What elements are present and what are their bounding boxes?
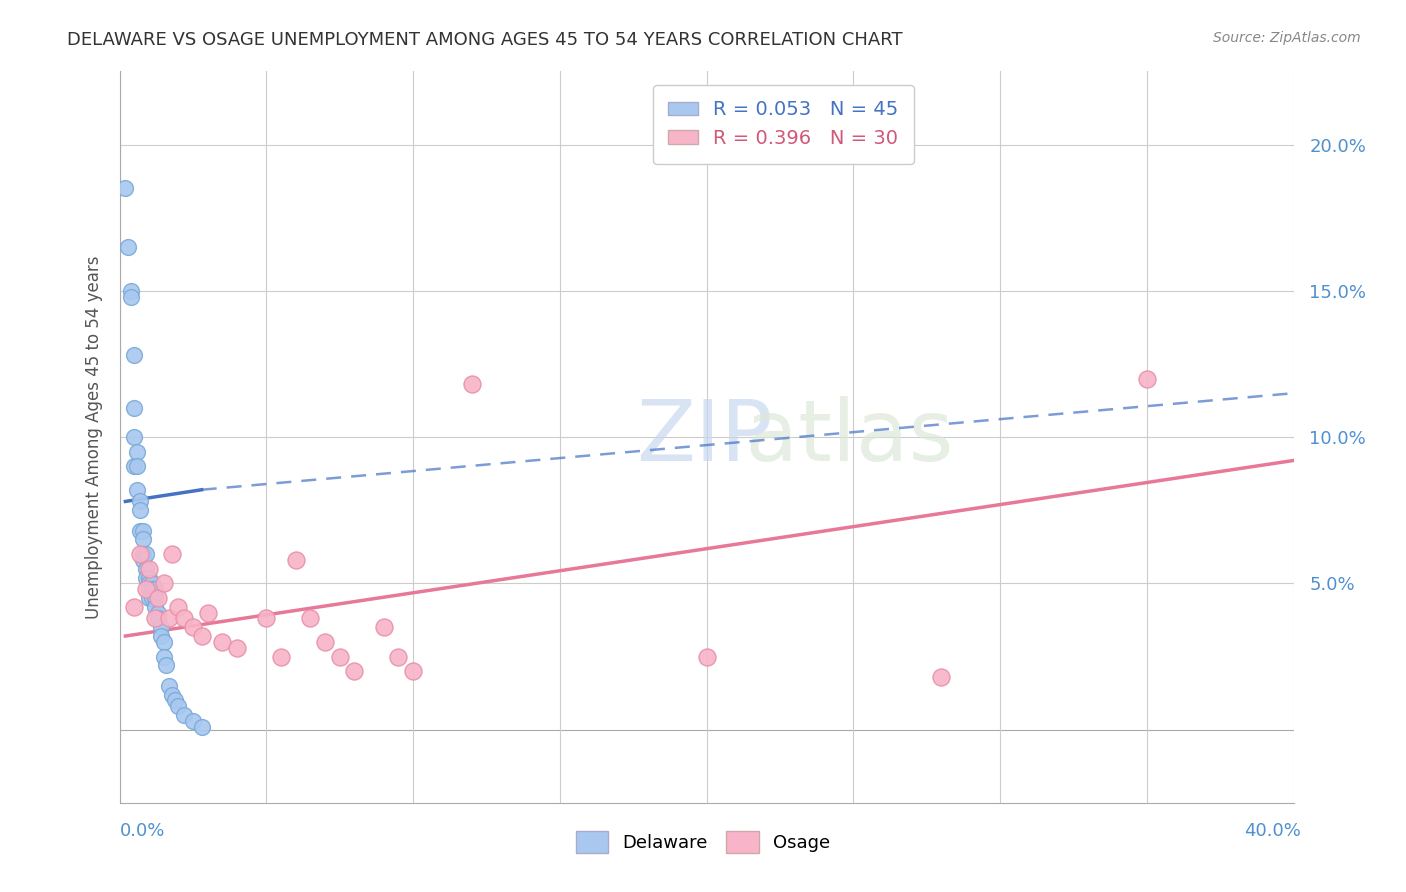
Point (129, 547, 152, 561)
Point (135, 547, 157, 561)
Point (122, 348, 145, 362)
Text: atlas: atlas (636, 395, 953, 479)
Point (190, 629, 212, 643)
Point (211, 635, 233, 649)
Point (152, 649, 174, 664)
Point (141, 576, 163, 591)
Point (138, 591, 160, 605)
Point (152, 635, 174, 649)
Point (149, 629, 172, 643)
Point (127, 444, 149, 458)
Point (343, 664, 366, 678)
Point (157, 611, 180, 625)
Point (270, 649, 292, 664)
Point (120, 284, 142, 298)
Point (162, 688, 184, 702)
Point (460, 377, 484, 392)
Point (181, 620, 204, 634)
Point (138, 576, 160, 591)
Point (254, 611, 277, 625)
Point (122, 430, 145, 444)
Point (314, 635, 336, 649)
Point (197, 606, 219, 620)
Point (129, 494, 152, 508)
Point (143, 599, 166, 614)
Point (138, 570, 160, 584)
Point (132, 553, 155, 567)
Text: 0.0%: 0.0% (120, 822, 165, 840)
Text: DELAWARE VS OSAGE UNEMPLOYMENT AMONG AGES 45 TO 54 YEARS CORRELATION CHART: DELAWARE VS OSAGE UNEMPLOYMENT AMONG AGE… (67, 31, 903, 49)
Point (132, 533, 155, 547)
Point (114, 181, 136, 195)
Point (143, 582, 166, 597)
Point (152, 576, 174, 591)
Point (122, 599, 145, 614)
Point (127, 459, 149, 474)
Point (157, 679, 180, 693)
Point (117, 240, 139, 254)
Point (129, 524, 152, 538)
Point (165, 693, 187, 707)
Point (149, 620, 172, 634)
Point (129, 503, 152, 517)
Point (1136, 371, 1159, 385)
Point (146, 611, 169, 625)
Legend: Delaware, Osage: Delaware, Osage (568, 824, 838, 861)
Point (931, 670, 953, 684)
Point (132, 524, 155, 538)
Point (141, 582, 163, 597)
Point (190, 720, 212, 734)
Point (120, 290, 142, 304)
Point (173, 708, 195, 723)
Point (146, 591, 169, 605)
Point (127, 483, 149, 497)
Point (138, 562, 160, 576)
Point (181, 714, 204, 728)
Point (132, 547, 155, 561)
Point (387, 649, 409, 664)
Point (143, 611, 166, 625)
Point (373, 620, 395, 634)
Point (138, 582, 160, 597)
Point (284, 553, 307, 567)
Point (135, 562, 157, 576)
Text: Source: ZipAtlas.com: Source: ZipAtlas.com (1213, 31, 1361, 45)
Point (173, 611, 195, 625)
Point (141, 591, 163, 605)
Point (167, 699, 190, 714)
Point (155, 658, 177, 673)
Point (135, 570, 157, 584)
Point (122, 459, 145, 474)
Point (135, 582, 157, 597)
Point (146, 606, 169, 620)
Point (329, 649, 352, 664)
Point (299, 611, 322, 625)
Point (402, 664, 425, 678)
Point (143, 591, 166, 605)
Point (696, 649, 718, 664)
Legend: R = 0.053   N = 45, R = 0.396   N = 30: R = 0.053 N = 45, R = 0.396 N = 30 (652, 85, 914, 163)
Point (122, 401, 145, 415)
Point (167, 599, 190, 614)
Y-axis label: Unemployment Among Ages 45 to 54 years: Unemployment Among Ages 45 to 54 years (84, 255, 103, 619)
Text: ZIP: ZIP (636, 395, 772, 479)
Text: 40.0%: 40.0% (1244, 822, 1301, 840)
Point (225, 640, 249, 655)
Point (162, 547, 184, 561)
